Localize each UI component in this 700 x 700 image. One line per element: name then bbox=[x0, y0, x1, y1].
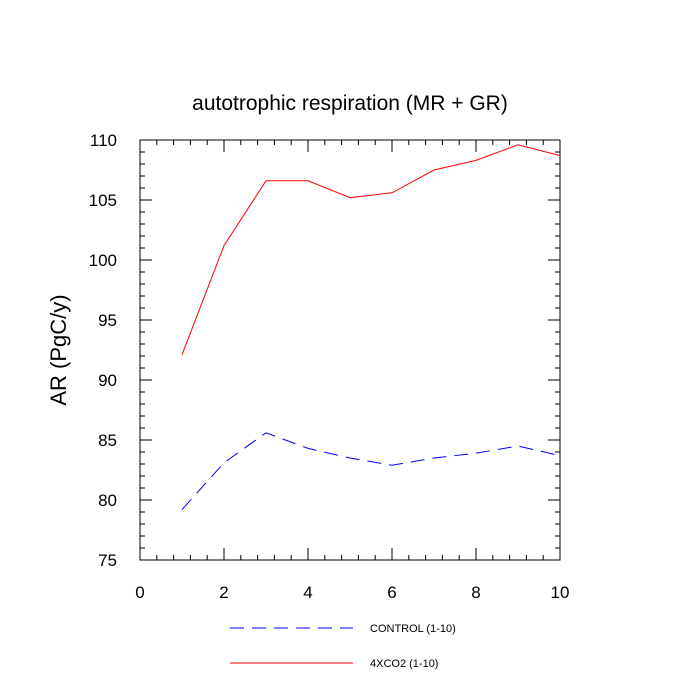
plot-frame bbox=[139, 139, 561, 561]
legend-label-2: 4XCO2 (1-10) bbox=[370, 658, 438, 670]
y-tick-label: 105 bbox=[89, 191, 117, 210]
y-axis-label: AR (PgC/y) bbox=[46, 294, 71, 405]
chart-title: autotrophic respiration (MR + GR) bbox=[192, 92, 508, 115]
y-tick-label: 110 bbox=[90, 131, 117, 150]
x-tick-label: 10 bbox=[551, 583, 570, 602]
y-tick-label: 85 bbox=[98, 431, 117, 450]
x-tick-label: 8 bbox=[471, 583, 480, 602]
axis-tick-labels: 0 2 4 6 8 10 75 80 85 90 95 100 105 110 bbox=[89, 131, 570, 602]
axis-ticks bbox=[139, 139, 561, 561]
series-line-1 bbox=[181, 432, 561, 510]
series-lines bbox=[181, 144, 561, 510]
y-tick-label: 100 bbox=[89, 251, 117, 270]
x-tick-label: 0 bbox=[135, 583, 144, 602]
legend-label-1: CONTROL (1-10) bbox=[370, 623, 456, 635]
x-tick-label: 6 bbox=[387, 583, 396, 602]
series-line-2 bbox=[181, 144, 561, 355]
legend: CONTROL (1-10) 4XCO2 (1-10) bbox=[230, 623, 456, 670]
y-tick-label: 95 bbox=[98, 311, 117, 330]
y-tick-label: 75 bbox=[98, 551, 117, 570]
x-tick-label: 2 bbox=[219, 583, 228, 602]
x-tick-label: 4 bbox=[303, 583, 312, 602]
y-tick-label: 80 bbox=[98, 491, 117, 510]
y-tick-label: 90 bbox=[98, 371, 117, 390]
